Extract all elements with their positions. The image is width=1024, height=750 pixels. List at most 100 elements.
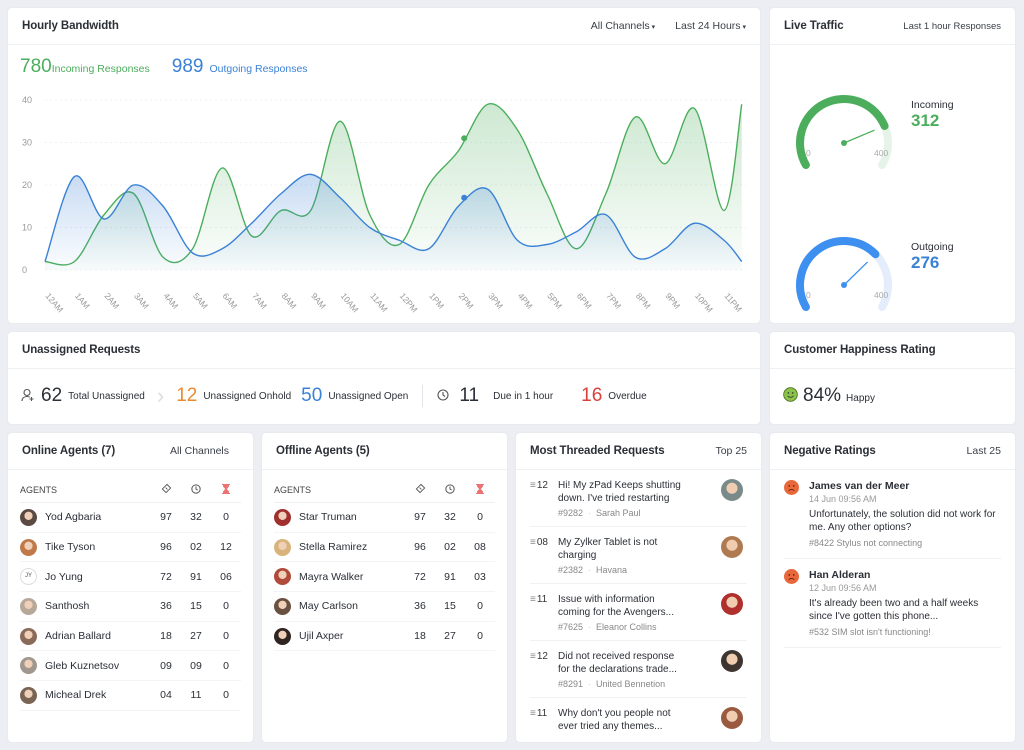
agent-name[interactable]: Tike Tyson [45,541,96,554]
agent-name[interactable]: Jo Yung [45,570,83,583]
thread-subject[interactable]: Hi! My zPad Keeps shutting down. I've tr… [558,480,681,504]
data-point[interactable] [738,258,746,266]
last-filter[interactable]: Last 25 [966,445,1001,457]
negative-rating-item[interactable]: Han Alderan 12 Jun 09:56 AM It's already b… [784,559,1001,648]
agent-name[interactable]: Ujil Axper [299,630,344,643]
agent-name[interactable]: Adrian Ballard [45,630,111,643]
data-point[interactable] [366,224,374,232]
card-title: Most Threaded Requests [530,445,665,457]
agent-name[interactable]: May Carlson [299,600,358,613]
data-point[interactable] [484,185,492,193]
total-unassigned-count[interactable]: 62 [41,385,63,406]
thread-item[interactable]: ≡11 Why don't you people not ever tried a… [530,698,747,742]
channels-dropdown[interactable]: All Channels [591,20,655,32]
ticket-id[interactable]: #2382 [558,565,584,575]
agent-name[interactable]: Gleb Kuznetsov [45,659,120,672]
data-point[interactable] [189,249,197,257]
data-point[interactable] [336,194,344,202]
thread-subject[interactable]: Did not received response for the declar… [558,651,677,675]
channels-filter[interactable]: All Channels [170,445,229,457]
hourglass-icon [465,483,495,496]
data-point[interactable] [661,160,669,168]
ticket-id[interactable]: #7625 [558,622,584,632]
data-point[interactable] [277,190,285,198]
agent-name[interactable]: Micheal Drek [45,689,107,702]
agent-name[interactable]: Star Truman [299,511,357,524]
overdue-label: Overdue [608,390,647,402]
data-point[interactable] [690,105,698,113]
data-point[interactable] [395,236,403,244]
series-line[interactable] [44,173,743,262]
thread-item[interactable]: ≡08 My Zylker Tablet is not charging #2382… [530,527,747,584]
data-point[interactable] [543,241,551,249]
data-point[interactable] [513,236,521,244]
thread-item[interactable]: ≡11 Issue with information coming for the… [530,584,747,641]
data-point[interactable] [130,181,138,189]
agent-row[interactable]: Adrian Ballard 18 27 0 [20,622,241,652]
agent-name[interactable]: Yod Agbaria [45,511,102,524]
highlight-marker[interactable] [461,194,468,201]
data-point[interactable] [543,190,551,198]
data-point[interactable] [248,219,256,227]
data-point[interactable] [513,126,521,134]
agent-row[interactable]: Ujil Axper 18 27 0 [274,622,495,652]
ticket-id[interactable]: #9282 [558,508,584,518]
data-point[interactable] [720,207,728,215]
agent-row[interactable]: Yod Agbaria 97 32 0 [20,503,241,533]
ticket-id[interactable]: #8291 [558,679,584,689]
data-point[interactable] [690,219,698,227]
agent-row[interactable]: Santhosh 36 15 0 [20,592,241,622]
data-point[interactable] [100,215,108,223]
data-point[interactable] [71,173,79,181]
gauge-fill [796,237,880,311]
thread-subject[interactable]: My Zylker Tablet is not charging [558,537,658,561]
time-range-dropdown[interactable]: Last 24 Hours [675,20,746,32]
data-point[interactable] [572,228,580,236]
agent-name[interactable]: Stella Ramirez [299,541,368,554]
ticket-reference[interactable]: #8422 Stylus not connecting [809,538,923,548]
agent-row[interactable]: JY Jo Yung 72 91 06 [20,562,241,593]
data-point[interactable] [425,245,433,253]
data-point[interactable] [720,236,728,244]
data-point[interactable] [661,245,669,253]
thread-item[interactable]: ≡12 Hi! My zPad Keeps shutting down. I've… [530,470,747,527]
data-point[interactable] [41,258,49,266]
ticket-reference[interactable]: #532 SIM slot isn't functioning! [809,627,931,637]
agent-row[interactable]: Tike Tyson 96 02 12 [20,533,241,563]
agent-row[interactable]: Mayra Walker 72 91 03 [274,562,495,593]
agent-row[interactable]: Micheal Drek 04 11 0 [20,681,241,711]
data-point[interactable] [159,202,167,210]
data-point[interactable] [602,190,610,198]
data-point[interactable] [218,245,226,253]
thread-subject[interactable]: Issue with information coming for the Av… [558,594,674,618]
onhold-count[interactable]: 12 [176,385,198,406]
data-point[interactable] [454,202,462,210]
thread-item[interactable]: ≡12 Did not received response for the dec… [530,641,747,698]
data-point[interactable] [631,253,639,261]
data-point[interactable] [218,164,226,172]
agent-name[interactable]: Mayra Walker [299,570,364,583]
data-point[interactable] [336,117,344,125]
agent-row[interactable]: May Carlson 36 15 0 [274,592,495,622]
negative-rating-item[interactable]: James van der Meer 14 Jun 09:56 AM Unfortu… [784,470,1001,559]
avatar [274,508,291,526]
thread-subject[interactable]: Why don't you people not ever tried any … [558,708,671,732]
data-point[interactable] [484,100,492,108]
data-point[interactable] [366,211,374,219]
agent-row[interactable]: Stella Ramirez 96 02 08 [274,533,495,563]
overdue-count[interactable]: 16 [581,385,603,406]
data-point[interactable] [602,211,610,219]
data-point[interactable] [631,113,639,121]
avatar [274,627,291,645]
highlight-marker[interactable] [461,135,468,142]
data-point[interactable] [307,170,315,178]
open-count[interactable]: 50 [301,385,323,406]
data-point[interactable] [454,147,462,155]
data-point[interactable] [738,100,746,108]
top-filter[interactable]: Top 25 [715,445,747,457]
agent-row[interactable]: Star Truman 97 32 0 [274,503,495,533]
due-count[interactable]: 11 [459,385,480,406]
agent-name[interactable]: Santhosh [45,600,90,613]
data-point[interactable] [425,181,433,189]
agent-row[interactable]: Gleb Kuznetsov 09 09 0 [20,651,241,682]
